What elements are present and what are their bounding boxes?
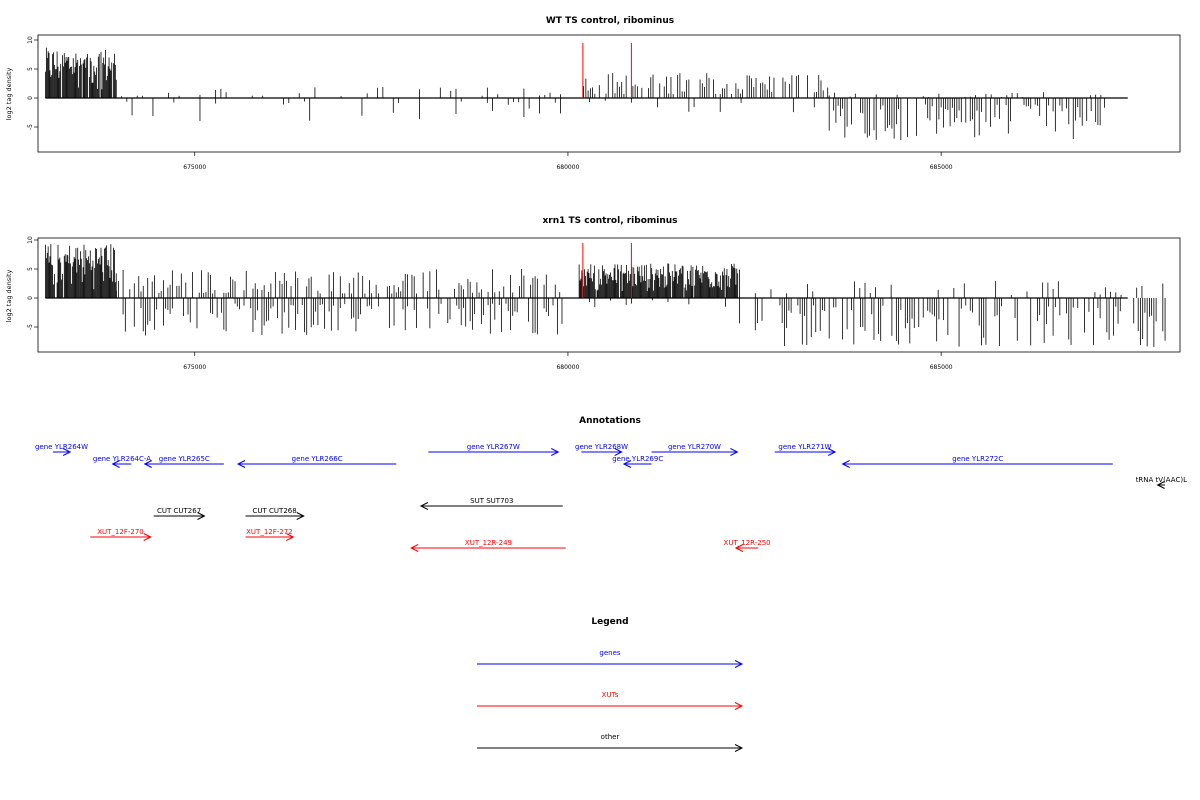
arrow-head [841, 460, 850, 468]
plot-frame [37, 34, 1181, 153]
arrow-head [734, 544, 744, 552]
arrow-head [734, 702, 744, 710]
feature-label: XUT_12R-250 [724, 539, 771, 547]
x-tick-label: 675000 [183, 364, 206, 371]
arrow-head [827, 448, 837, 456]
annotation-feature: gene YLR271W [774, 443, 837, 456]
arrow-head [236, 460, 246, 468]
x-tick-label: 680000 [556, 364, 579, 371]
arrow-head [143, 460, 152, 468]
annotation-feature: gene YLR268W [575, 443, 628, 456]
axis-ticks: 10 5 0 -5 675000 680000 685000 [27, 236, 953, 371]
feature-label: gene YLR264C-A [93, 455, 151, 463]
x-tick-label: 685000 [930, 364, 953, 371]
feature-label: gene YLR269C [612, 455, 663, 463]
feature-label: gene YLR271W [778, 443, 831, 451]
x-tick-label: 685000 [930, 164, 953, 171]
feature-label: XUT_12F-270 [97, 528, 144, 536]
chart-panel-xrn1: xrn1 TS control, ribominus log2 tag dens… [5, 216, 1181, 371]
annotation-feature: gene YLR269C [612, 455, 663, 468]
y-tick-label: 10 [27, 236, 34, 244]
feature-label: gene YLR272C [952, 455, 1003, 463]
feature-label: gene YLR264W [35, 443, 88, 451]
chart-panel-wt: WT TS control, ribominus log2 tag densit… [5, 16, 1181, 171]
feature-label: gene YLR268W [575, 443, 628, 451]
annotation-feature: gene YLR266C [236, 455, 397, 468]
feature-label: gene YLR266C [292, 455, 343, 463]
legend-title: Legend [591, 617, 628, 627]
arrow-head [197, 512, 206, 520]
red-markers [582, 242, 632, 298]
annotation-feature: gene YLR264W [35, 443, 88, 456]
annotation-feature: XUT_12F-270 [90, 528, 152, 541]
annotation-feature: gene YLR264C-A [93, 455, 151, 468]
density-bars [45, 244, 1166, 348]
annotation-feature: gene YLR265C [143, 455, 224, 468]
legend-label: other [601, 733, 620, 741]
arrow-head [622, 460, 632, 468]
annotation-feature: gene YLR272C [841, 455, 1113, 468]
density-bars [45, 47, 1128, 140]
arrow-head [419, 502, 429, 510]
annotation-feature: tRNA tV(AAC)L [1136, 476, 1187, 489]
annotation-feature: XUT_12R-250 [724, 539, 771, 552]
y-tick-label: -5 [27, 124, 34, 130]
chart-title: xrn1 TS control, ribominus [542, 216, 677, 226]
y-tick-label: 5 [27, 267, 34, 271]
annotation-feature: CUT CUT268 [245, 507, 305, 520]
legend-item: XUTs [477, 691, 744, 710]
y-axis-label: log2 tag density [5, 68, 13, 121]
annotation-feature: SUT SUT703 [419, 497, 563, 510]
y-tick-label: 10 [27, 36, 34, 44]
feature-label: gene YLR270W [668, 443, 721, 451]
arrow-head [1156, 481, 1165, 489]
feature-label: gene YLR265C [159, 455, 210, 463]
y-tick-label: 5 [27, 67, 34, 71]
annotation-feature: gene YLR270W [651, 443, 739, 456]
feature-label: gene YLR267W [467, 443, 520, 451]
y-axis-label: log2 tag density [5, 270, 13, 323]
arrow-head [614, 448, 623, 456]
legend-label: genes [599, 649, 620, 657]
arrow-head [734, 660, 744, 668]
annotation-feature: gene YLR267W [428, 443, 560, 456]
legend-label: XUTs [602, 691, 619, 699]
feature-label: tRNA tV(AAC)L [1136, 476, 1187, 484]
arrow-head [730, 448, 739, 456]
feature-label: SUT SUT703 [470, 497, 513, 505]
arrow-head [286, 533, 295, 541]
y-tick-label: 0 [27, 96, 34, 100]
annotation-feature: CUT CUT267 [153, 507, 206, 520]
annotation-feature: XUT_12F-272 [245, 528, 295, 541]
axis-ticks: 10 5 0 -5 675000 680000 685000 [27, 36, 953, 171]
legend-item: genes [477, 649, 744, 668]
red-markers [582, 42, 632, 98]
legend-items: genes XUTs other [477, 649, 744, 752]
feature-label: XUT_12F-272 [246, 528, 293, 536]
legend: Legend genes XUTs other [477, 617, 744, 752]
chart-title: WT TS control, ribominus [546, 16, 674, 26]
legend-item: other [477, 733, 744, 752]
arrow-head [551, 448, 560, 456]
y-tick-label: 0 [27, 296, 34, 300]
arrow-head [143, 533, 152, 541]
feature-label: CUT CUT268 [253, 507, 297, 515]
annotation-feature: XUT_12R-249 [410, 539, 566, 552]
arrow-head [296, 512, 305, 520]
feature-label: CUT CUT267 [157, 507, 201, 515]
y-tick-label: -5 [27, 324, 34, 330]
x-tick-label: 675000 [183, 164, 206, 171]
annotations-title: Annotations [579, 416, 641, 426]
plot-frame [37, 237, 1181, 353]
arrow-head [62, 448, 72, 456]
arrow-head [111, 460, 120, 468]
arrow-head [410, 544, 419, 552]
feature-list: gene YLR264W gene YLR264C-A gene YLR265C ge… [35, 443, 1187, 552]
arrow-head [734, 744, 744, 752]
feature-label: XUT_12R-249 [465, 539, 512, 547]
x-tick-label: 680000 [556, 164, 579, 171]
